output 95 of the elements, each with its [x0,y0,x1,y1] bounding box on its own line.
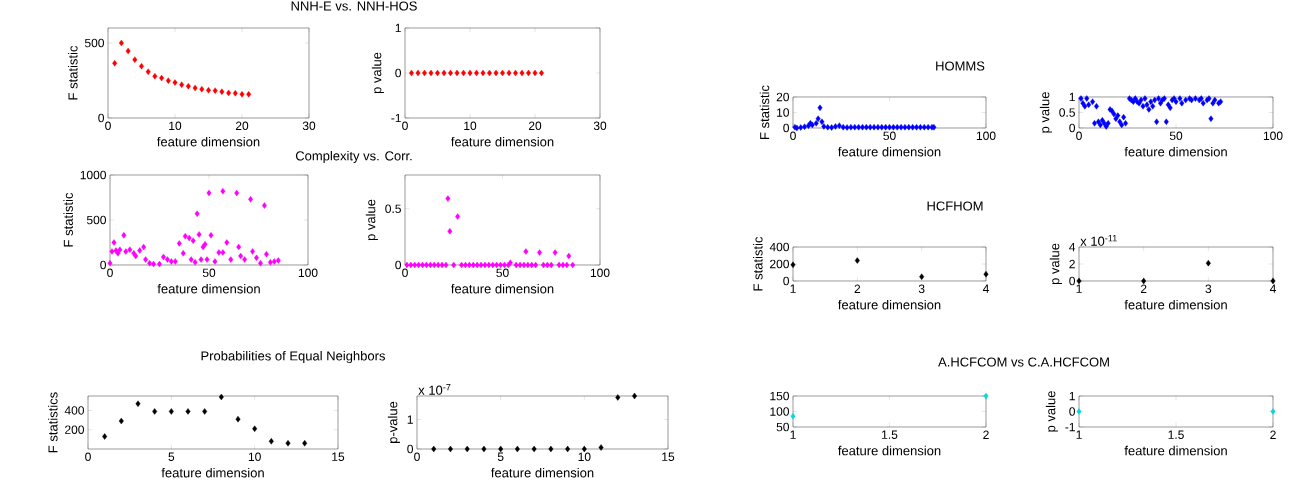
y-tick-label: 1 [1069,92,1075,102]
x-axis-title: feature dimension [161,467,264,478]
x-tick-label: 10 [464,121,477,131]
x-axis-title: feature dimension [1124,146,1227,157]
y-axis-title: F statistic [753,236,763,291]
x-tick-label: 2 [983,430,989,439]
x-tick-label: 5 [497,452,504,461]
y-tick-label: 1000 [80,170,106,180]
x-tick-label: 10 [578,452,591,462]
y-tick-label: 100 [770,407,790,416]
x-tick-label: 10 [248,452,261,462]
x-tick-label: 15 [662,452,675,461]
y-tick-label: 0 [783,276,790,286]
y-tick-label: 0 [98,113,105,123]
x-tick-label: 3 [918,284,925,294]
x-tick-label: 2 [1270,430,1276,439]
x-axis-title: feature dimension [157,136,260,147]
y-axis-title: F statistic [68,45,78,100]
y-axis-title: F statistic [759,85,770,139]
x-tick-label: 4 [982,284,989,293]
y-tick-label: 150 [770,391,790,401]
x-tick-label: 4 [1269,284,1276,293]
text: NNH-E vs. NNH-HOS [291,1,417,11]
x-tick-label: 1.5 [1168,430,1184,439]
x-tick-label: 100 [976,131,996,141]
x-axis-title: feature dimension [451,136,554,147]
x-tick-label: 2 [1140,284,1147,293]
y-tick-label: 0 [1069,276,1076,286]
x-tick-label: 50 [1169,131,1183,141]
x-tick-label: 20 [528,121,542,131]
x-tick-label: 10 [169,121,182,131]
x-axis-title: feature dimension [1124,445,1227,456]
x-tick-label: 0 [414,452,420,462]
chart-title: HCFHOM [927,201,983,211]
x-tick-label: 100 [298,268,318,278]
y-axis-title: p value [1049,243,1062,285]
x-tick-label: 0 [107,268,113,278]
y-axis-title: F statistic [63,192,73,247]
x-axis-title: feature dimension [491,467,594,478]
x-tick-label: 30 [593,121,607,131]
y-tick-label: 10 [777,108,790,117]
x-tick-label: 1 [1076,284,1082,293]
y-tick-label: -1 [391,113,401,123]
x-tick-label: 50 [496,268,509,278]
y-axis-title: p value [1039,92,1052,133]
x-tick-label: 5 [168,452,175,461]
x-axis-title: feature dimension [157,283,260,294]
x-tick-label: 1 [1076,430,1082,439]
x-tick-label: 100 [590,268,610,278]
x-tick-label: 2 [854,284,861,293]
text: x 10$^{-7}$ [418,384,451,395]
x-tick-label: 3 [1205,284,1212,294]
text: Complexity vs. Corr. [295,150,412,164]
y-tick-label: 0.5 [385,204,401,213]
y-tick-label: 1 [1069,391,1075,401]
y-axis-title: p-value [387,401,400,443]
y-tick-label: 500 [86,215,106,225]
x-tick-label: 1 [790,284,796,293]
chart-title: HOMMS [936,61,985,71]
y-tick-label: 50 [776,422,790,432]
y-tick-label: 20 [776,92,790,102]
y-tick-label: 400 [64,406,84,415]
x-tick-label: 15 [332,452,345,461]
y-axis-title: p value [371,52,384,94]
x-axis-title: feature dimension [838,146,941,157]
y-tick-label: 0 [100,260,107,270]
y-tick-label: 200 [65,425,84,434]
x-axis-title: feature dimension [451,283,554,294]
chart-title: Probabilities of Equal Neighbors [201,350,385,364]
x-tick-label: 100 [1263,131,1283,141]
y-tick-label: 2 [1069,259,1075,269]
y-tick-label: 4 [1069,242,1076,252]
y-tick-label: 200 [770,259,790,269]
text: x 10$^{-11}$ [1080,235,1117,246]
y-tick-label: 400 [769,242,790,252]
y-tick-label: 0 [1069,407,1076,416]
y-tick-label: 0 [395,260,402,270]
y-tick-label: -1 [1065,422,1075,432]
x-axis-title: feature dimension [1124,299,1227,310]
y-axis-title: p value [1045,391,1058,432]
x-tick-label: 1 [790,430,796,439]
y-tick-label: 0.5 [1059,108,1075,117]
y-tick-label: 500 [84,38,104,48]
x-axis-title: feature dimension [838,445,941,456]
y-tick-label: 1 [395,23,401,33]
y-tick-label: 0 [395,68,402,78]
x-tick-label: 50 [202,268,216,278]
y-axis-title: F statistics [48,392,58,453]
x-tick-label: 30 [302,121,316,131]
text: A.HCFCOM vs C.A.HCFCOM [938,357,1109,367]
x-tick-label: 20 [235,121,249,131]
x-tick-label: 1.5 [882,430,898,439]
y-axis-title: p value [365,199,378,241]
x-axis-title: feature dimension [838,299,941,310]
x-tick-label: 50 [883,131,896,141]
